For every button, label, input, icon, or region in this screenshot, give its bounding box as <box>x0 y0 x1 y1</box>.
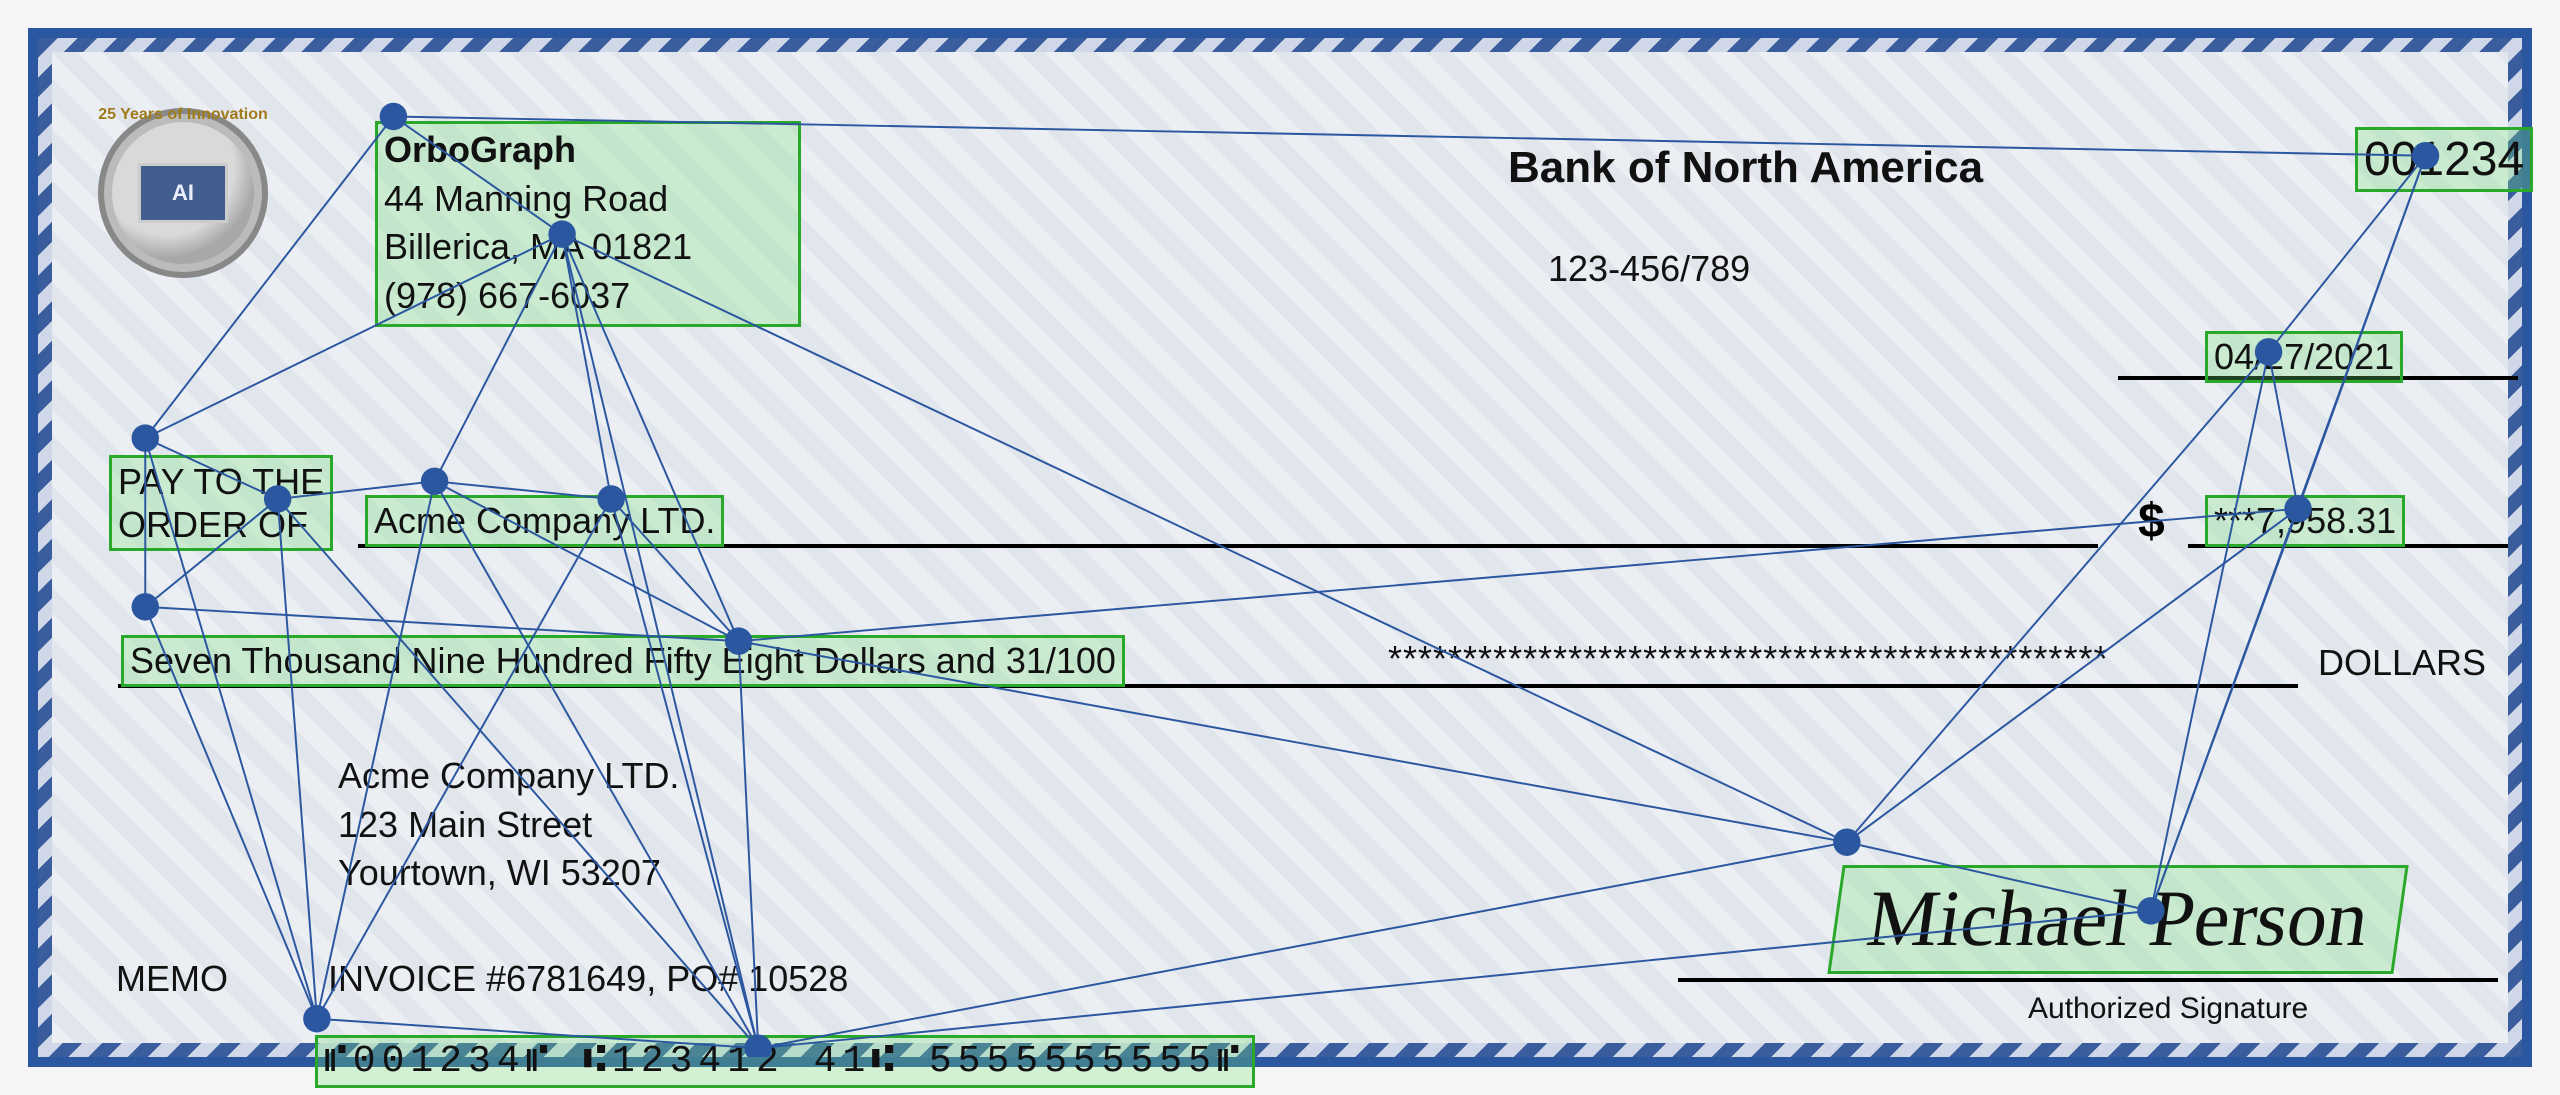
check-frame: 25 Years of Innovation AI OrboGraph 44 M… <box>28 28 2532 1067</box>
payee-addr-street: 123 Main Street <box>338 804 592 845</box>
signature: Michael Person <box>1831 868 2405 971</box>
signature-label: Authorized Signature <box>2028 992 2308 1026</box>
payer-street: 44 Manning Road <box>384 178 668 219</box>
company-seal: 25 Years of Innovation AI <box>98 108 268 278</box>
amount-words: Seven Thousand Nine Hundred Fifty Eight … <box>124 638 1122 684</box>
payer-name: OrboGraph <box>384 129 576 170</box>
seal-inner-badge: AI <box>138 163 228 223</box>
dollar-symbol: $ <box>2138 494 2165 549</box>
micr-line: ⑈001234⑈ ⑆123412 41⑆ 5555555555⑈ <box>318 1038 1252 1085</box>
check-number: 001234 <box>2358 130 2530 189</box>
payee-address-block: Acme Company LTD. 123 Main Street Yourto… <box>338 752 679 898</box>
payer-block: OrboGraph 44 Manning Road Billerica, MA … <box>378 124 798 324</box>
amount-numeric: ***7,958.31 <box>2208 498 2402 544</box>
payer-city: Billerica, MA 01821 <box>384 226 692 267</box>
check-date: 04/27/2021 <box>2208 334 2400 380</box>
payee-name: Acme Company LTD. <box>368 498 721 544</box>
memo-text: INVOICE #6781649, PO# 10528 <box>328 958 848 1000</box>
dollars-label: DOLLARS <box>2318 642 2486 684</box>
payee-addr-name: Acme Company LTD. <box>338 755 679 796</box>
payee-addr-city: Yourtown, WI 53207 <box>338 852 661 893</box>
memo-label: MEMO <box>116 958 228 1000</box>
bank-routing-fraction: 123-456/789 <box>1548 248 1750 290</box>
payer-phone: (978) 667-6037 <box>384 275 630 316</box>
seal-caption: 25 Years of Innovation <box>98 106 268 124</box>
bank-name: Bank of North America <box>1508 143 1983 193</box>
amount-words-fill: ****************************************… <box>1388 638 2108 680</box>
pay-to-label: PAY TO THE ORDER OF <box>112 458 330 548</box>
